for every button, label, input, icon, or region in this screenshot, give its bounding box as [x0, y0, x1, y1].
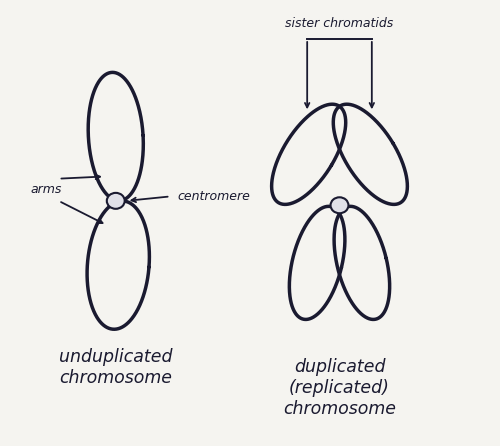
Text: arms: arms: [30, 183, 62, 196]
Text: centromere: centromere: [178, 190, 251, 203]
Text: unduplicated
chromosome: unduplicated chromosome: [59, 348, 172, 387]
Circle shape: [107, 193, 124, 209]
Text: duplicated
(replicated)
chromosome: duplicated (replicated) chromosome: [283, 359, 396, 418]
Text: sister chromatids: sister chromatids: [286, 17, 394, 30]
Circle shape: [330, 197, 348, 213]
